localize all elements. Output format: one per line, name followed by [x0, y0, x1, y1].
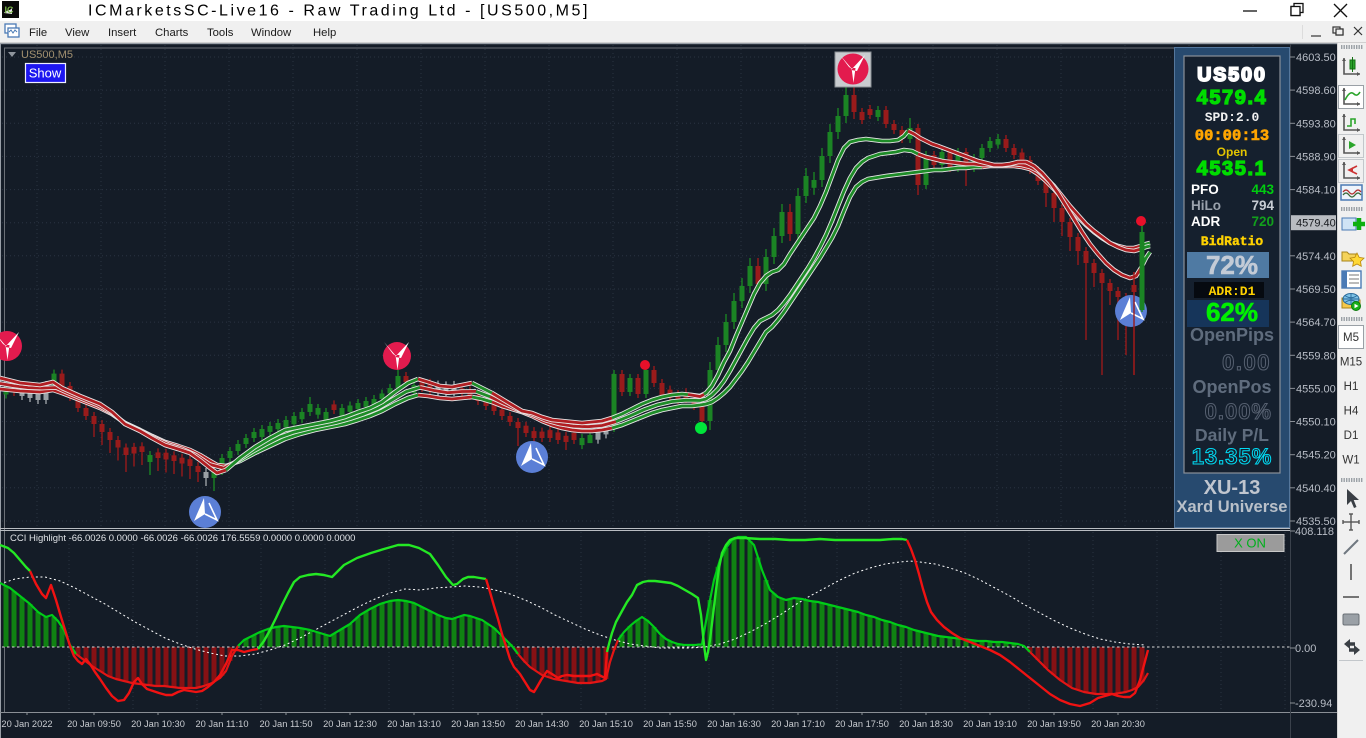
svg-text:Daily P/L: Daily P/L — [1195, 425, 1269, 445]
svg-text:ADR:D1: ADR:D1 — [1209, 284, 1256, 299]
svg-text:20 Jan 09:50: 20 Jan 09:50 — [67, 719, 121, 729]
svg-text:Help: Help — [313, 27, 336, 39]
svg-text:4603.50: 4603.50 — [1296, 52, 1336, 64]
svg-text:ADR: ADR — [1191, 214, 1220, 229]
svg-text:4559.80: 4559.80 — [1296, 350, 1336, 362]
svg-text:M15: M15 — [1340, 357, 1362, 369]
svg-text:Xard Universe: Xard Universe — [1177, 498, 1288, 516]
svg-text:IC: IC — [5, 5, 15, 15]
svg-text:408.118: 408.118 — [1295, 526, 1334, 538]
svg-text:US500: US500 — [1197, 64, 1267, 86]
svg-text:D1: D1 — [1344, 430, 1359, 442]
svg-text:0.00: 0.00 — [1222, 350, 1271, 375]
svg-text:4598.60: 4598.60 — [1296, 85, 1336, 97]
svg-text:Charts: Charts — [155, 27, 189, 39]
svg-text:XU-13: XU-13 — [1204, 477, 1261, 499]
svg-text:20 Jan 2022: 20 Jan 2022 — [1, 719, 52, 729]
svg-text:20 Jan 15:10: 20 Jan 15:10 — [579, 719, 633, 729]
svg-text:4588.90: 4588.90 — [1296, 151, 1336, 163]
svg-text:BidRatio: BidRatio — [1201, 234, 1264, 249]
svg-text:ICMarketsSC-Live16 - Raw Tradi: ICMarketsSC-Live16 - Raw Trading Ltd - [… — [88, 3, 590, 20]
svg-text:4574.40: 4574.40 — [1296, 251, 1336, 263]
svg-text:US500,M5: US500,M5 — [21, 49, 73, 61]
svg-text:SPD:2.0: SPD:2.0 — [1205, 110, 1260, 125]
svg-text:4579.40: 4579.40 — [1296, 218, 1336, 230]
svg-text:4550.10: 4550.10 — [1296, 417, 1336, 429]
svg-text:00:00:13: 00:00:13 — [1195, 127, 1269, 145]
svg-text:4535.50: 4535.50 — [1296, 516, 1336, 528]
svg-text:20 Jan 14:30: 20 Jan 14:30 — [515, 719, 569, 729]
svg-text:View: View — [65, 27, 90, 39]
svg-text:OpenPips: OpenPips — [1190, 325, 1274, 345]
svg-text:4555.00: 4555.00 — [1296, 383, 1336, 395]
svg-text:OpenPos: OpenPos — [1192, 377, 1271, 397]
svg-text:Tools: Tools — [207, 27, 234, 39]
svg-text:20 Jan 17:50: 20 Jan 17:50 — [835, 719, 889, 729]
svg-text:W1: W1 — [1342, 455, 1359, 467]
svg-text:20 Jan 19:10: 20 Jan 19:10 — [963, 719, 1017, 729]
svg-text:20 Jan 13:10: 20 Jan 13:10 — [387, 719, 441, 729]
svg-text:PFO: PFO — [1191, 182, 1219, 197]
svg-text:20 Jan 13:50: 20 Jan 13:50 — [451, 719, 505, 729]
svg-text:4593.80: 4593.80 — [1296, 118, 1336, 130]
svg-text:72%: 72% — [1206, 250, 1258, 280]
svg-text:13.35%: 13.35% — [1192, 444, 1273, 469]
svg-text:62%: 62% — [1206, 297, 1258, 327]
svg-text:4535.1: 4535.1 — [1197, 158, 1268, 180]
svg-text:4545.20: 4545.20 — [1296, 450, 1336, 462]
svg-text:-230.94: -230.94 — [1295, 698, 1332, 710]
svg-text:4579.4: 4579.4 — [1197, 87, 1268, 109]
svg-text:X ON: X ON — [1234, 536, 1266, 551]
svg-text:H1: H1 — [1344, 381, 1359, 393]
svg-text:20 Jan 11:50: 20 Jan 11:50 — [259, 719, 312, 729]
svg-text:CCI Highlight -66.0026 0.0000: CCI Highlight -66.0026 0.0000 -66.0026 -… — [10, 533, 355, 544]
svg-text:20 Jan 11:10: 20 Jan 11:10 — [195, 719, 248, 729]
svg-text:20 Jan 18:30: 20 Jan 18:30 — [899, 719, 953, 729]
svg-text:20 Jan 16:30: 20 Jan 16:30 — [707, 719, 761, 729]
svg-text:Show: Show — [29, 66, 62, 81]
svg-text:4584.10: 4584.10 — [1296, 185, 1336, 197]
svg-text:0.00%: 0.00% — [1205, 399, 1272, 424]
svg-text:20 Jan 17:10: 20 Jan 17:10 — [771, 719, 825, 729]
svg-text:H4: H4 — [1344, 406, 1359, 418]
svg-text:4569.50: 4569.50 — [1296, 284, 1336, 296]
svg-text:20 Jan 15:50: 20 Jan 15:50 — [643, 719, 697, 729]
svg-text:20 Jan 10:30: 20 Jan 10:30 — [131, 719, 185, 729]
svg-text:HiLo: HiLo — [1191, 198, 1221, 213]
svg-text:4540.40: 4540.40 — [1296, 483, 1336, 495]
svg-text:20 Jan 19:50: 20 Jan 19:50 — [1027, 719, 1081, 729]
svg-text:720: 720 — [1251, 214, 1274, 229]
svg-text:443: 443 — [1251, 182, 1274, 197]
svg-text:794: 794 — [1251, 198, 1274, 213]
svg-text:File: File — [29, 27, 47, 39]
svg-text:20 Jan 20:30: 20 Jan 20:30 — [1091, 719, 1145, 729]
svg-text:Open: Open — [1217, 145, 1248, 159]
svg-text:M5: M5 — [1343, 332, 1359, 344]
svg-text:Window: Window — [251, 27, 292, 39]
svg-text:0.00: 0.00 — [1295, 643, 1316, 655]
svg-text:Insert: Insert — [108, 27, 137, 39]
svg-text:20 Jan 12:30: 20 Jan 12:30 — [323, 719, 377, 729]
svg-text:4564.70: 4564.70 — [1296, 317, 1336, 329]
